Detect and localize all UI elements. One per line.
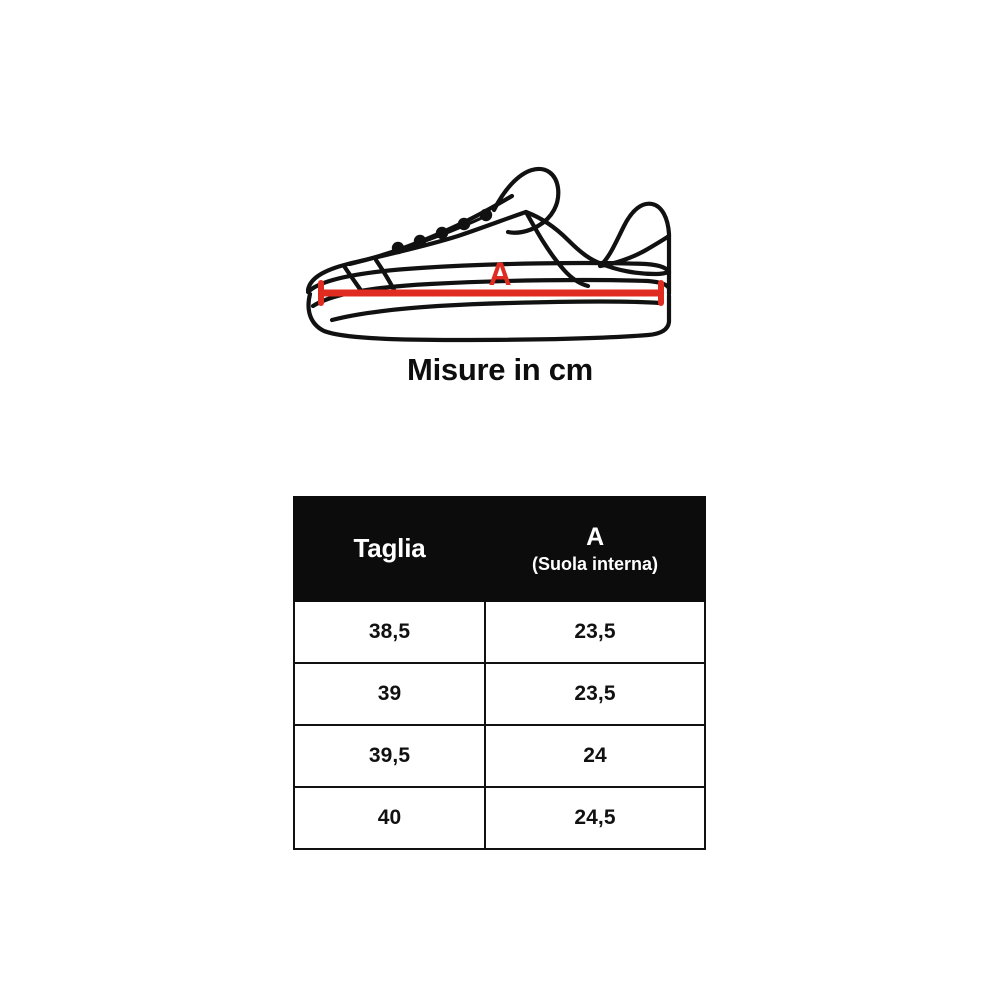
table-row: 39 23,5 <box>293 662 706 726</box>
cell-taglia: 38,5 <box>293 600 486 664</box>
table-row: 38,5 23,5 <box>293 600 706 664</box>
cell-a: 24 <box>484 724 706 788</box>
size-table-body: 38,5 23,5 39 23,5 39,5 24 40 24,5 <box>293 600 706 850</box>
column-header-a: A (Suola interna) <box>484 496 706 602</box>
table-row: 40 24,5 <box>293 786 706 850</box>
measurement-label-a: A <box>488 256 511 292</box>
cell-a: 23,5 <box>484 600 706 664</box>
cell-taglia: 39 <box>293 662 486 726</box>
column-header-a-label: A <box>586 522 604 551</box>
column-header-taglia: Taglia <box>293 496 486 602</box>
cell-taglia: 39,5 <box>293 724 486 788</box>
column-header-a-sublabel: (Suola interna) <box>531 553 658 574</box>
size-table: Taglia A (Suola interna) 38,5 23,5 39 23… <box>293 496 706 850</box>
table-row: 39,5 24 <box>293 724 706 788</box>
header-row: Taglia A (Suola interna) <box>293 496 706 602</box>
shoe-illustration: A <box>280 160 700 350</box>
measurement-line-a <box>318 280 664 306</box>
caption-misure-in-cm: Misure in cm <box>407 352 593 387</box>
sneaker-diagram-icon: A <box>305 166 672 343</box>
size-table-container: Taglia A (Suola interna) 38,5 23,5 39 23… <box>293 496 706 850</box>
size-table-header: Taglia A (Suola interna) <box>293 496 706 602</box>
column-header-taglia-label: Taglia <box>353 533 426 564</box>
cell-a: 23,5 <box>484 662 706 726</box>
cell-a: 24,5 <box>484 786 706 850</box>
cell-taglia: 40 <box>293 786 486 850</box>
